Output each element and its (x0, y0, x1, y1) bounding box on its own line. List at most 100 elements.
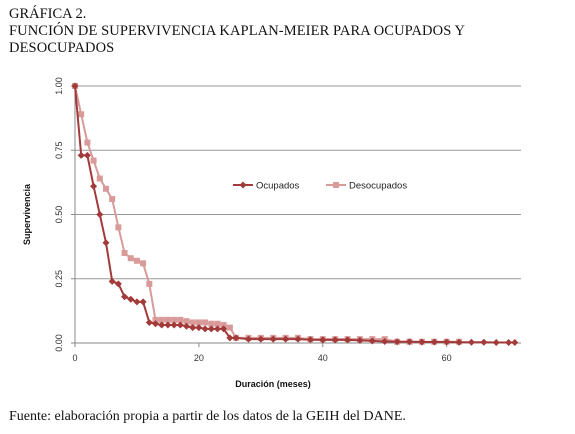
point-desocupados-23 (214, 320, 221, 327)
point-ocupados-28 (257, 335, 265, 343)
point-ocupados-17 (176, 321, 184, 329)
legend-marker-ocupados (239, 181, 247, 189)
point-ocupados-33 (319, 336, 327, 344)
point-ocupados-6 (108, 277, 116, 285)
x-tick-label-3: 60 (442, 353, 452, 363)
point-ocupados-11 (139, 298, 147, 306)
point-ocupados-32 (306, 336, 314, 344)
point-ocupados-0 (71, 82, 79, 90)
y-tick-label-4: 1.00 (54, 77, 64, 95)
point-ocupados-15 (164, 321, 172, 329)
point-ocupados-41 (418, 338, 426, 346)
figure-label: GRÁFICA 2. (9, 6, 87, 22)
point-ocupados-5 (102, 239, 110, 247)
figure-heading: GRÁFICA 2. FUNCIÓN DE SUPERVIVENCIA KAPL… (9, 6, 569, 57)
point-ocupados-48 (505, 338, 513, 346)
point-desocupados-12 (146, 280, 153, 287)
point-ocupados-23 (213, 325, 221, 333)
point-ocupados-26 (232, 334, 240, 342)
point-desocupados-5 (102, 185, 109, 192)
survival-chart: 0.00 0.25 0.50 0.75 1.00 0 20 40 60 Duración (mes… (22, 77, 521, 389)
point-ocupados-39 (393, 338, 401, 346)
point-ocupados-14 (158, 321, 166, 329)
point-desocupados-17 (177, 316, 184, 323)
point-desocupados-7 (115, 224, 122, 231)
point-desocupados-6 (109, 196, 116, 203)
point-desocupados-19 (189, 319, 196, 326)
point-ocupados-4 (96, 211, 104, 218)
point-desocupados-1 (78, 111, 85, 118)
point-desocupados-2 (84, 139, 91, 146)
point-desocupados-8 (121, 250, 128, 257)
point-desocupados-15 (164, 316, 171, 323)
legend-marker-desocupados (333, 182, 339, 188)
point-desocupados-24 (220, 322, 227, 329)
point-desocupados-11 (140, 260, 147, 267)
point-ocupados-20 (195, 324, 203, 332)
point-ocupados-30 (282, 335, 290, 343)
point-ocupados-34 (331, 336, 339, 344)
y-axis-title: Supervivencia (22, 183, 32, 245)
point-ocupados-40 (406, 338, 413, 346)
y-tick-label-0: 0.00 (54, 334, 64, 352)
point-desocupados-18 (183, 318, 190, 325)
point-ocupados-22 (207, 325, 215, 333)
point-ocupados-24 (220, 325, 228, 333)
point-desocupados-25 (226, 324, 233, 331)
point-ocupados-35 (344, 336, 352, 344)
point-desocupados-16 (171, 316, 178, 323)
point-ocupados-49 (511, 338, 519, 346)
legend-label-ocupados: Ocupados (256, 181, 300, 192)
legend-item-desocupados: Desocupados (326, 181, 407, 192)
point-ocupados-1 (77, 151, 85, 159)
series-desocupados (72, 83, 463, 345)
point-ocupados-8 (121, 293, 129, 301)
point-desocupados-21 (202, 319, 209, 326)
point-ocupados-29 (269, 335, 277, 343)
point-desocupados-14 (158, 316, 165, 323)
point-ocupados-25 (226, 334, 234, 342)
point-ocupados-47 (492, 338, 500, 346)
legend-item-ocupados: Ocupados (233, 181, 300, 192)
point-desocupados-3 (90, 157, 97, 164)
point-ocupados-36 (356, 336, 364, 344)
point-ocupados-13 (152, 320, 160, 328)
figure-source: Fuente: elaboración propia a partir de l… (9, 409, 406, 424)
point-ocupados-19 (189, 324, 197, 332)
point-ocupados-31 (294, 335, 302, 343)
figure-title: FUNCIÓN DE SUPERVIVENCIA KAPLAN-MEIER PA… (9, 23, 465, 56)
x-tick-label-0: 0 (72, 353, 77, 363)
point-ocupados-38 (381, 337, 389, 345)
y-tick-label-2: 0.50 (54, 206, 64, 224)
point-ocupados-46 (480, 338, 488, 346)
point-ocupados-42 (430, 338, 438, 346)
x-tick-label-1: 20 (194, 353, 204, 363)
point-desocupados-13 (152, 316, 159, 323)
point-desocupados-10 (133, 257, 140, 264)
point-ocupados-7 (114, 280, 122, 288)
point-desocupados-4 (96, 175, 103, 182)
point-ocupados-3 (90, 182, 98, 190)
y-tick-label-1: 0.25 (54, 270, 64, 288)
point-ocupados-2 (83, 151, 91, 159)
series-line-desocupados (74, 85, 460, 343)
point-ocupados-45 (467, 338, 475, 346)
point-ocupados-10 (133, 298, 141, 306)
point-ocupados-43 (443, 338, 451, 346)
point-desocupados-20 (195, 319, 202, 326)
legend-label-desocupados: Desocupados (349, 181, 407, 192)
point-ocupados-12 (145, 318, 153, 326)
point-desocupados-9 (127, 255, 134, 262)
point-ocupados-18 (183, 322, 190, 330)
point-ocupados-44 (455, 338, 463, 346)
point-ocupados-9 (127, 295, 135, 303)
point-ocupados-27 (244, 335, 252, 343)
y-tick-label-3: 0.75 (54, 141, 64, 159)
x-axis-title: Duración (meses) (235, 379, 311, 389)
series-ocupados (71, 82, 519, 346)
point-ocupados-21 (201, 325, 209, 333)
x-tick-label-2: 40 (318, 353, 328, 363)
point-ocupados-37 (368, 337, 376, 345)
point-desocupados-22 (208, 320, 215, 327)
point-ocupados-16 (170, 321, 178, 329)
